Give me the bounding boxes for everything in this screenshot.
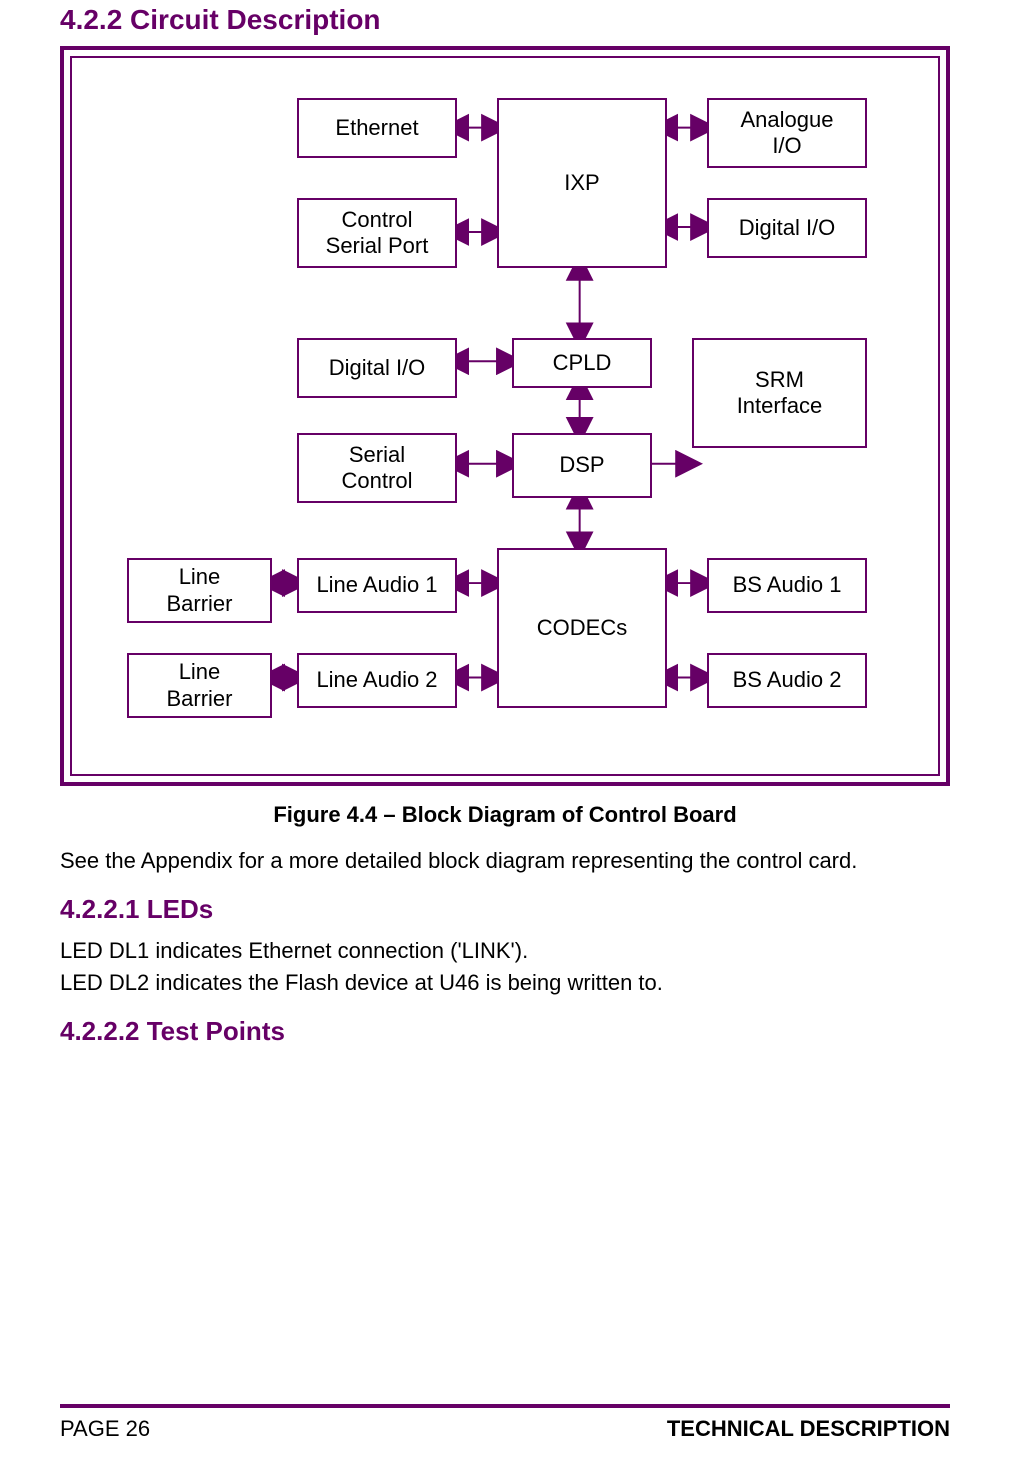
section-heading: 4.2.2 Circuit Description bbox=[60, 0, 950, 46]
node-line-audio-2: Line Audio 2 bbox=[297, 653, 457, 708]
node-line-barrier-2: LineBarrier bbox=[127, 653, 272, 718]
node-digital-io-l: Digital I/O bbox=[297, 338, 457, 398]
node-serial-ctrl: SerialControl bbox=[297, 433, 457, 503]
node-cpld: CPLD bbox=[512, 338, 652, 388]
node-ethernet: Ethernet bbox=[297, 98, 457, 158]
led2-text: LED DL2 indicates the Flash device at U4… bbox=[60, 967, 950, 999]
node-digital-io-r: Digital I/O bbox=[707, 198, 867, 258]
appendix-paragraph: See the Appendix for a more detailed blo… bbox=[60, 846, 950, 876]
node-line-barrier-1: LineBarrier bbox=[127, 558, 272, 623]
footer-rule bbox=[60, 1404, 950, 1408]
node-ctrl-serial: ControlSerial Port bbox=[297, 198, 457, 268]
node-bs-audio-2: BS Audio 2 bbox=[707, 653, 867, 708]
subsection-testpoints-heading: 4.2.2.2 Test Points bbox=[60, 1016, 950, 1047]
page-number: PAGE 26 bbox=[60, 1416, 150, 1442]
node-line-audio-1: Line Audio 1 bbox=[297, 558, 457, 613]
led1-text: LED DL1 indicates Ethernet connection ('… bbox=[60, 935, 950, 967]
footer-title: TECHNICAL DESCRIPTION bbox=[667, 1416, 950, 1442]
node-bs-audio-1: BS Audio 1 bbox=[707, 558, 867, 613]
diagram-frame-outer: Ethernet ControlSerial Port IXP AnalogueI/O… bbox=[60, 46, 950, 786]
node-codecs: CODECs bbox=[497, 548, 667, 708]
page-footer: PAGE 26 TECHNICAL DESCRIPTION bbox=[0, 1404, 1010, 1442]
subsection-leds-heading: 4.2.2.1 LEDs bbox=[60, 894, 950, 925]
diagram-frame-inner: Ethernet ControlSerial Port IXP AnalogueI/O… bbox=[70, 56, 940, 776]
figure-caption: Figure 4.4 – Block Diagram of Control Bo… bbox=[60, 802, 950, 828]
node-ixp: IXP bbox=[497, 98, 667, 268]
node-dsp: DSP bbox=[512, 433, 652, 498]
node-srm: SRMInterface bbox=[692, 338, 867, 448]
node-analogue-io: AnalogueI/O bbox=[707, 98, 867, 168]
